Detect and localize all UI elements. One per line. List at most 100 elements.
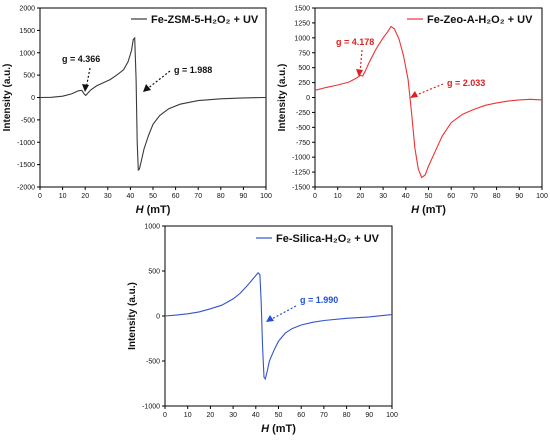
y-tick-label: 750 [298, 50, 310, 57]
legend-label: Fe-ZSM-5-H₂O₂ + UV [151, 14, 259, 26]
series-line-fe-zsm5 [39, 36, 267, 172]
y-tick-label: 250 [298, 80, 310, 87]
axes: 0 10 20 30 40 50 60 70 80 90 100 -1500 -1250 -1000 -75… [277, 6, 548, 217]
x-tick-label: 20 [207, 412, 215, 419]
y-axis-label: Intensity (a.u.) [277, 64, 288, 132]
annotation-g: g = 1.990 [266, 295, 338, 322]
y-tick-label: 500 [298, 65, 310, 72]
x-axis-label: H (mT) [136, 204, 171, 216]
panel-fe-silica: 0 10 20 30 40 50 60 70 80 90 100 -1000 -500 0 500 1000 H… [127, 224, 398, 436]
legend-label: Fe-Zeo-A-H₂O₂ + UV [427, 14, 533, 26]
annotation-g-left: g = 4.178 [336, 37, 374, 77]
y-tick-label: 500 [148, 269, 160, 276]
x-tick-label: 90 [515, 193, 523, 200]
arrow-head [266, 315, 274, 322]
axes: 0 10 20 30 40 50 60 70 80 90 100 -1000 -500 0 500 1000 H… [127, 224, 398, 436]
y-tick-label: -500 [296, 125, 310, 132]
x-tick-label: 0 [38, 193, 42, 200]
panel-fe-zeo-a: 0 10 20 30 40 50 60 70 80 90 100 -1500 -1250 -1000 -75… [277, 6, 548, 217]
x-tick-label: 50 [425, 193, 433, 200]
y-tick-label: 0 [156, 314, 160, 321]
x-tick-label: 100 [386, 412, 398, 419]
annotation-label: g = 1.988 [174, 65, 212, 75]
annotation-label: g = 2.033 [447, 78, 485, 88]
y-tick-label: -250 [296, 110, 310, 117]
y-tick-label: 1000 [19, 50, 35, 57]
y-tick-label: -1500 [17, 162, 35, 169]
y-tick-label: -1000 [142, 404, 160, 411]
annotation-g-right: g = 1.988 [143, 65, 212, 92]
x-tick-label: 70 [320, 412, 328, 419]
x-tick-label: 70 [470, 193, 478, 200]
y-tick-label: 2000 [19, 6, 35, 13]
x-tick-label: 40 [127, 193, 135, 200]
x-axis-label: H (mT) [261, 423, 296, 435]
y-tick-label: -1250 [292, 170, 310, 177]
x-tick-label: 80 [493, 193, 501, 200]
x-tick-label: 50 [275, 412, 283, 419]
x-tick-label: 90 [365, 412, 373, 419]
y-tick-label: 0 [31, 95, 35, 102]
x-tick-label: 100 [536, 193, 548, 200]
x-tick-label: 40 [402, 193, 410, 200]
arrow-head [410, 91, 418, 98]
y-tick-label: -500 [146, 359, 160, 366]
x-axis-label-unit: (mT) [419, 204, 446, 216]
x-tick-label: 10 [59, 193, 67, 200]
y-tick-label: 0 [306, 95, 310, 102]
x-tick-label: 0 [163, 412, 167, 419]
y-tick-label: -1000 [17, 140, 35, 147]
series-line-fe-silica [164, 271, 393, 381]
axes: 0 10 20 30 40 50 60 70 80 90 100 -2000 -1500 -1000 -50… [2, 6, 272, 217]
annotation-label: g = 4.366 [62, 54, 100, 64]
y-tick-label: 1500 [19, 28, 35, 35]
arrow-head [356, 69, 363, 77]
x-tick-label: 80 [343, 412, 351, 419]
x-tick-label: 10 [184, 412, 192, 419]
panel-fe-zsm5: 0 10 20 30 40 50 60 70 80 90 100 -2000 -1500 -1000 -50… [2, 6, 272, 217]
x-tick-label: 80 [217, 193, 225, 200]
y-tick-label: 500 [23, 73, 35, 80]
annotation-arrow [146, 70, 171, 90]
legend-label: Fe-Silica-H₂O₂ + UV [276, 233, 380, 245]
x-axis-label-symbol: H [261, 423, 270, 435]
annotation-arrow [269, 305, 297, 321]
y-tick-label: -1000 [292, 155, 310, 162]
series-line-fe-zeo-a [314, 25, 543, 179]
x-tick-label: 0 [313, 193, 317, 200]
x-tick-label: 30 [104, 193, 112, 200]
annotation-label: g = 1.990 [300, 295, 338, 305]
x-tick-label: 10 [334, 193, 342, 200]
y-tick-label: -1500 [292, 185, 310, 192]
y-tick-label: 1500 [294, 6, 310, 13]
x-tick-label: 30 [229, 412, 237, 419]
y-tick-label: 1250 [294, 20, 310, 27]
arrow-head [82, 84, 89, 92]
legend: Fe-Zeo-A-H₂O₂ + UV [407, 14, 533, 26]
x-tick-label: 20 [81, 193, 89, 200]
arrow-head [143, 84, 151, 92]
x-axis-label-symbol: H [136, 204, 145, 216]
x-tick-label: 100 [260, 193, 272, 200]
x-tick-label: 60 [297, 412, 305, 419]
x-axis-label-unit: (mT) [144, 204, 171, 216]
x-tick-label: 40 [252, 412, 260, 419]
plot-area-frame [39, 7, 267, 188]
x-axis-label: H (mT) [411, 204, 446, 216]
y-tick-label: 1000 [144, 224, 160, 231]
x-axis-label-unit: (mT) [269, 423, 296, 435]
annotation-g-left: g = 4.366 [62, 54, 100, 92]
annotation-g-right: g = 2.033 [410, 78, 485, 98]
y-axis-label: Intensity (a.u.) [2, 64, 13, 132]
x-tick-label: 50 [149, 193, 157, 200]
x-tick-label: 30 [379, 193, 387, 200]
y-tick-label: 1000 [294, 35, 310, 42]
legend: Fe-ZSM-5-H₂O₂ + UV [131, 14, 259, 26]
x-tick-label: 90 [240, 193, 248, 200]
legend: Fe-Silica-H₂O₂ + UV [256, 233, 380, 245]
plot-area-frame [314, 7, 543, 188]
x-tick-label: 60 [447, 193, 455, 200]
x-axis-label-symbol: H [411, 204, 420, 216]
annotation-arrow [413, 83, 444, 97]
